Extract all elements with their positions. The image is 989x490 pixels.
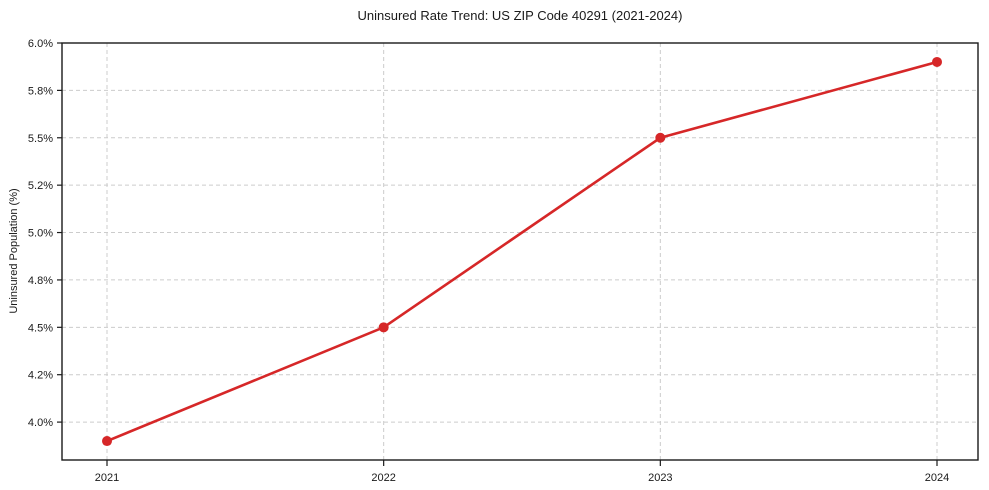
y-tick-label: 4.8% — [28, 275, 53, 287]
y-tick-label: 5.0% — [28, 228, 53, 240]
y-tick-label: 4.0% — [28, 417, 53, 429]
x-tick-label: 2024 — [925, 472, 949, 484]
plot-border — [61, 42, 979, 461]
x-tick-label: 2021 — [95, 472, 119, 484]
trend-line — [105, 60, 939, 443]
y-tick-label: 4.5% — [28, 322, 53, 334]
y-axis-label: Uninsured Population (%) — [8, 188, 20, 314]
data-point — [655, 132, 666, 143]
data-point — [378, 322, 389, 333]
y-tick-label: 5.8% — [28, 85, 53, 97]
data-point — [102, 436, 112, 447]
x-tick-label: 2022 — [371, 472, 395, 484]
data-point — [932, 56, 942, 67]
y-tick-label: 5.2% — [28, 180, 53, 192]
y-tick-label: 6.0% — [28, 38, 53, 50]
y-tick-label: 5.5% — [28, 133, 53, 145]
y-tick-label: 4.2% — [28, 370, 53, 382]
chart-title: Uninsured Rate Trend: US ZIP Code 40291 … — [357, 8, 683, 23]
x-tick-label: 2023 — [648, 472, 672, 484]
